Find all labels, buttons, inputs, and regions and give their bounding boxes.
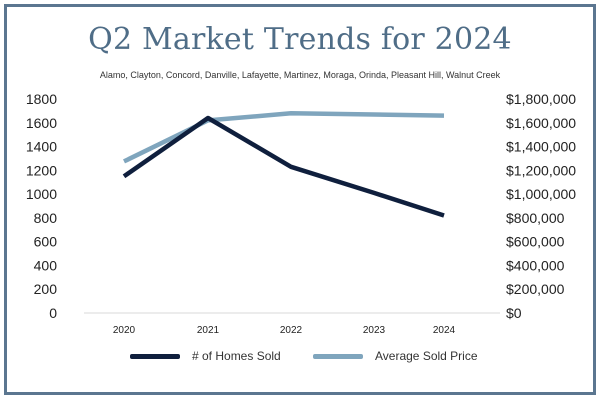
x-tick-label: 2024 [433,325,456,336]
legend-item-homes-sold: # of Homes Sold [130,349,281,363]
right-tick-label: $600,000 [506,234,565,250]
right-tick-label: $400,000 [506,257,565,273]
left-tick-label: 0 [49,305,57,321]
left-tick-label: 1600 [26,115,57,131]
x-tick-label: 2022 [280,325,303,336]
left-tick-label: 1400 [26,139,57,155]
left-axis-ticks: 0 200 400 600 800 1000 1200 1400 1600 1800 [26,91,57,321]
right-tick-label: $1,200,000 [506,162,576,178]
legend-swatch-average-price [313,353,363,359]
left-tick-label: 800 [34,210,58,226]
right-tick-label: $1,600,000 [506,115,576,131]
left-tick-label: 1800 [26,91,57,107]
series-line-homes-sold [122,115,445,218]
x-tick-label: 2021 [197,325,220,336]
legend-label-average-price: Average Sold Price [375,349,478,363]
legend-label-homes-sold: # of Homes Sold [192,349,281,363]
left-tick-label: 600 [34,234,58,250]
right-tick-label: $800,000 [506,210,565,226]
chart-title: Q2 Market Trends for 2024 [88,22,512,57]
right-tick-label: $1,400,000 [506,139,576,155]
legend-item-average-price: Average Sold Price [313,349,478,363]
chart-frame [4,4,596,395]
x-tick-label: 2020 [113,325,136,336]
right-tick-label: $0 [506,305,522,321]
legend-swatch-homes-sold [130,353,180,359]
x-tick-label: 2023 [363,325,386,336]
right-tick-label: $1,000,000 [506,186,576,202]
x-axis-ticks: 2020 2021 2022 2023 2024 [113,325,456,336]
right-axis-ticks: $0 $200,000 $400,000 $600,000 $800,000 $1,000… [506,91,576,321]
left-tick-label: 1200 [26,162,57,178]
right-tick-label: $1,800,000 [506,91,576,107]
series-line-average-price [123,111,445,164]
left-tick-label: 400 [34,257,58,273]
right-tick-label: $200,000 [506,281,565,297]
chart-subtitle: Alamo, Clayton, Concord, Danville, Lafay… [99,70,501,80]
series-lines [122,111,445,218]
left-tick-label: 200 [34,281,58,297]
left-tick-label: 1000 [26,186,57,202]
